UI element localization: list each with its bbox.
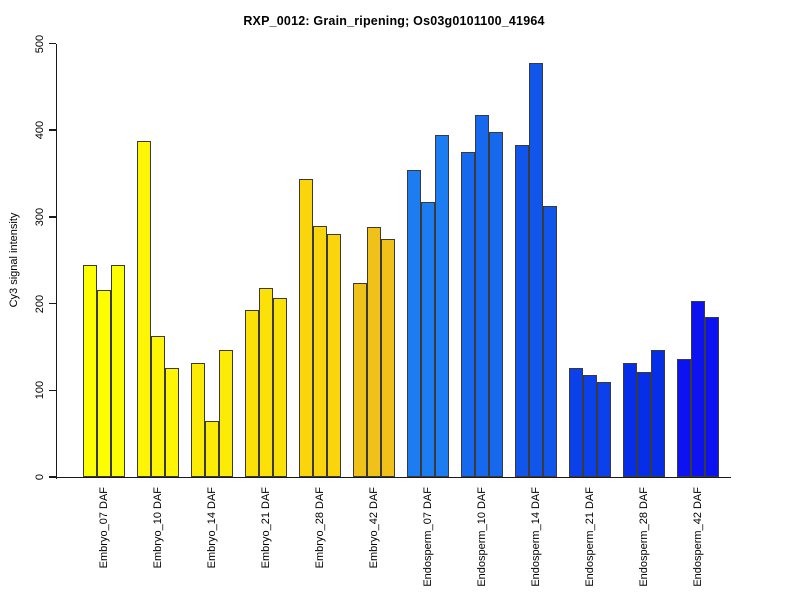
bar [543,205,557,477]
bar [205,420,219,477]
x-axis-group-label: Endosperm_42 DAF [692,487,704,587]
bar [111,265,125,477]
y-tick-label: 400 [34,121,46,140]
bar [435,134,449,477]
bar [583,374,597,477]
bar [165,367,179,477]
x-axis-group-label: Embryo_10 DAF [152,487,164,569]
bar [299,178,313,477]
bar [191,363,205,477]
bar [245,309,259,477]
bar [137,140,151,477]
bar [327,234,341,477]
x-axis-group-label: Embryo_42 DAF [368,487,380,569]
bar [353,282,367,477]
bar [461,151,475,477]
bar [623,363,637,477]
bar [273,298,287,477]
bar [421,202,435,477]
bar [259,287,273,477]
y-tick-label: 500 [34,34,46,53]
x-axis-group-label: Endosperm_10 DAF [476,487,488,587]
x-axis-group-label: Embryo_21 DAF [260,487,272,569]
bar [367,227,381,477]
x-axis-group-label: Endosperm_14 DAF [530,487,542,587]
bar [83,264,97,477]
y-tick-mark [48,476,56,478]
bar [529,62,543,477]
bar [313,226,327,477]
y-tick-label: 200 [34,294,46,313]
y-tick-mark [48,302,56,305]
x-axis-group-label: Embryo_28 DAF [314,487,326,569]
bar [705,316,719,477]
x-axis-group-label: Endosperm_21 DAF [584,487,596,587]
bar [569,367,583,477]
y-tick-label: 100 [34,381,46,400]
bar [489,131,503,477]
y-tick-mark [48,389,56,392]
chart-title: RXP_0012: Grain_ripening; Os03g0101100_4… [243,14,545,28]
y-axis-line [55,43,57,479]
x-axis-group-label: Endosperm_07 DAF [422,487,434,587]
y-axis-label: Cy3 signal intensity [8,212,20,308]
bar [597,382,611,477]
x-axis-group-label: Embryo_14 DAF [206,487,218,569]
y-tick-mark [48,42,56,45]
bar [219,350,233,477]
y-tick-mark [48,216,56,218]
bar [381,238,395,477]
bar [151,335,165,477]
bar [475,115,489,477]
x-axis-line [55,476,731,478]
y-tick-label: 0 [34,473,46,481]
bar [651,349,665,477]
bar [407,170,421,477]
x-axis-group-label: Endosperm_28 DAF [638,487,650,587]
bar [677,359,691,477]
bar [515,144,529,477]
y-tick-label: 300 [34,207,46,227]
bar [637,372,651,477]
y-tick-mark [48,129,56,131]
bar [691,300,705,477]
bar [97,289,111,477]
x-axis-group-label: Embryo_07 DAF [98,487,110,569]
